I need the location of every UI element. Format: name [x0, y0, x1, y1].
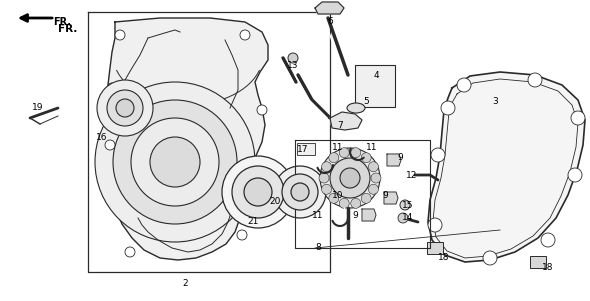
Circle shape [107, 90, 143, 126]
Polygon shape [315, 2, 344, 14]
Text: 19: 19 [32, 104, 44, 113]
Circle shape [125, 247, 135, 257]
Circle shape [483, 251, 497, 265]
Bar [355, 65, 395, 107]
Circle shape [282, 174, 318, 210]
Circle shape [116, 99, 134, 117]
Circle shape [222, 156, 294, 228]
Polygon shape [362, 209, 376, 221]
Circle shape [568, 168, 582, 182]
Text: 6: 6 [327, 17, 333, 26]
Circle shape [428, 218, 442, 232]
Text: 4: 4 [373, 72, 379, 80]
Text: 15: 15 [402, 200, 414, 209]
Circle shape [368, 184, 378, 194]
Circle shape [351, 198, 361, 208]
Text: 11: 11 [366, 144, 378, 153]
Text: 9: 9 [382, 191, 388, 200]
Text: 9: 9 [397, 154, 403, 163]
Text: 12: 12 [407, 170, 418, 179]
Circle shape [322, 162, 332, 172]
Circle shape [339, 198, 349, 208]
Circle shape [361, 153, 371, 163]
Circle shape [288, 53, 298, 63]
Text: 7: 7 [337, 122, 343, 131]
Bar [297, 143, 315, 155]
Bar [530, 256, 546, 268]
Circle shape [97, 80, 153, 136]
Circle shape [244, 178, 272, 206]
Polygon shape [387, 154, 401, 166]
Circle shape [340, 168, 360, 188]
Text: 11: 11 [332, 144, 344, 153]
Text: 17: 17 [297, 145, 309, 154]
Text: 21: 21 [247, 218, 258, 226]
Circle shape [351, 148, 361, 158]
Text: 20: 20 [269, 197, 281, 206]
Circle shape [320, 148, 380, 208]
Circle shape [131, 118, 219, 206]
Circle shape [322, 184, 332, 194]
Circle shape [291, 183, 309, 201]
Text: 5: 5 [363, 98, 369, 107]
Text: 14: 14 [402, 213, 414, 222]
Circle shape [107, 83, 117, 93]
Polygon shape [108, 18, 268, 260]
Circle shape [541, 233, 555, 247]
Text: 10: 10 [332, 191, 344, 200]
Text: 18: 18 [438, 253, 450, 262]
Circle shape [371, 173, 381, 183]
Text: 16: 16 [96, 134, 108, 142]
Text: FR.: FR. [53, 17, 71, 27]
Circle shape [398, 213, 408, 223]
Circle shape [368, 162, 378, 172]
Circle shape [319, 173, 329, 183]
Text: 2: 2 [182, 278, 188, 287]
Circle shape [329, 153, 339, 163]
Circle shape [457, 78, 471, 92]
Circle shape [105, 140, 115, 150]
Circle shape [441, 101, 455, 115]
Text: 3: 3 [492, 98, 498, 107]
Circle shape [115, 30, 125, 40]
Circle shape [431, 148, 445, 162]
Circle shape [361, 193, 371, 203]
Text: 18: 18 [542, 263, 554, 272]
Circle shape [232, 166, 284, 218]
Polygon shape [428, 72, 585, 262]
Text: 9: 9 [352, 210, 358, 219]
Circle shape [329, 193, 339, 203]
Text: 11: 11 [312, 210, 324, 219]
Circle shape [571, 111, 585, 125]
Text: FR.: FR. [58, 24, 77, 34]
Circle shape [330, 158, 370, 198]
Circle shape [240, 30, 250, 40]
Circle shape [113, 100, 237, 224]
Circle shape [400, 200, 410, 210]
Bar [427, 242, 443, 254]
Circle shape [95, 82, 255, 242]
Circle shape [257, 105, 267, 115]
Text: 8: 8 [315, 244, 321, 253]
Text: 13: 13 [287, 61, 299, 70]
Circle shape [150, 137, 200, 187]
Polygon shape [330, 112, 362, 130]
Circle shape [274, 166, 326, 218]
Circle shape [528, 73, 542, 87]
Polygon shape [384, 192, 398, 204]
Circle shape [237, 230, 247, 240]
Ellipse shape [347, 103, 365, 113]
Circle shape [339, 148, 349, 158]
